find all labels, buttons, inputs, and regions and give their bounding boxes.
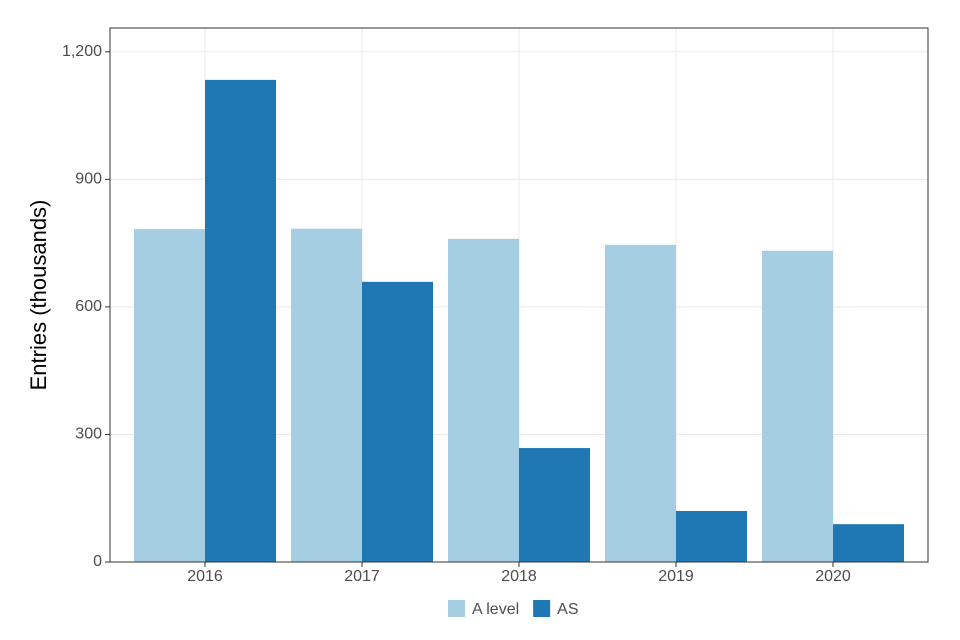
- x-tick-label: 2020: [815, 568, 851, 585]
- bar: [291, 228, 362, 562]
- bar: [519, 448, 590, 562]
- bar: [762, 250, 833, 562]
- y-tick-label: 600: [75, 298, 102, 315]
- bar: [833, 524, 904, 562]
- bar: [205, 79, 276, 563]
- y-axis-title: Entries (thousands): [26, 200, 51, 391]
- x-tick-label: 2018: [501, 568, 537, 585]
- legend-swatch: [533, 600, 551, 617]
- bar: [362, 281, 433, 562]
- y-tick-label: 1,200: [62, 43, 102, 60]
- bar: [134, 229, 205, 562]
- bar: [676, 510, 747, 562]
- x-tick-label: 2016: [187, 568, 223, 585]
- bar: [605, 244, 676, 562]
- x-tick-label: 2019: [658, 568, 694, 585]
- y-tick-label: 900: [75, 171, 102, 188]
- legend-swatch: [448, 600, 465, 617]
- x-tick-label: 2017: [344, 568, 380, 585]
- bar: [448, 238, 519, 563]
- legend-label: A level: [472, 601, 519, 618]
- plot-border: [109, 27, 929, 563]
- y-tick-label: 300: [75, 426, 102, 443]
- y-tick-label: 0: [93, 553, 102, 570]
- legend-label: AS: [557, 601, 578, 618]
